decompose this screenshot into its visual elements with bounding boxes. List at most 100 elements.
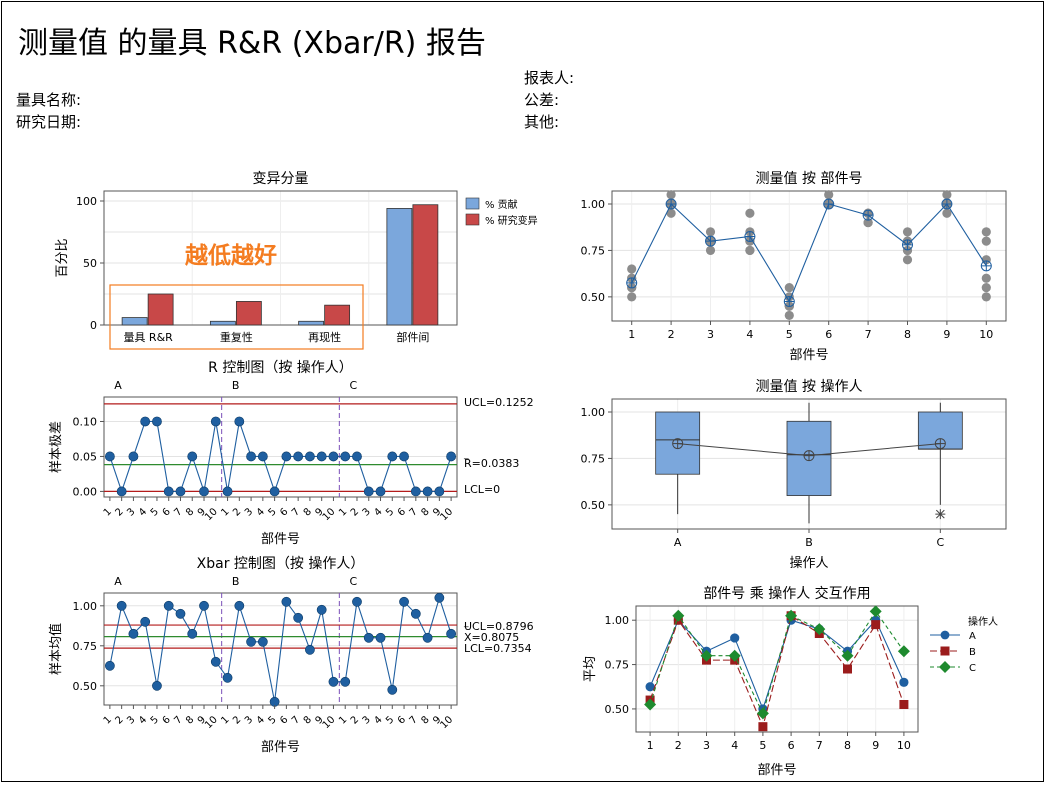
components-y-label: 0 [90, 319, 97, 332]
by-part-dot [981, 273, 991, 283]
interaction-point [899, 699, 909, 709]
xbar-x-tick-label: 10 [321, 714, 338, 731]
r-point [234, 416, 245, 427]
r-x-tick-label: 4 [137, 506, 149, 518]
components-bar [412, 204, 439, 326]
by-part-dot [784, 282, 794, 293]
xbar-x-tick-label: 8 [419, 714, 431, 726]
r-point [152, 416, 162, 427]
r-x-tick-label: 4 [255, 506, 267, 518]
r-x-tick-label: 7 [290, 506, 302, 518]
by-operator-x-tick-label: C [936, 536, 944, 549]
xbar-point [375, 632, 386, 643]
r-y-label: 0.05 [73, 450, 98, 463]
r-group-label: B [232, 379, 240, 392]
by-operator-x-axis-title: 操作人 [789, 555, 828, 571]
interaction-legend-label: C [969, 663, 976, 674]
xbar-point [257, 636, 268, 647]
xbar-x-tick-label: 6 [278, 714, 290, 726]
by-part-dot [824, 190, 834, 200]
xbar-x-tick-label: 5 [149, 714, 161, 726]
r-y-label: 0.00 [73, 485, 98, 498]
r-point [140, 416, 151, 427]
by-operator-y-label: 0.50 [581, 499, 606, 512]
r-x-tick-label: 10 [438, 506, 455, 523]
components-y-label: 100 [76, 195, 97, 208]
r-y-axis-title: 样本极差 [49, 421, 64, 473]
r-x-tick-label: 7 [408, 506, 420, 518]
by-part-dot [981, 227, 991, 237]
interaction-x-tick-label: 2 [675, 739, 682, 752]
components-plot-frame [103, 190, 458, 326]
r-x-tick-label: 6 [396, 506, 408, 518]
r-x-tick-label: 10 [203, 506, 220, 523]
gauge-name-label: 量具名称: [16, 91, 82, 109]
by-part-y-label: 0.75 [581, 244, 606, 257]
components-x-tick-label: 重复性 [220, 330, 253, 344]
interaction-point [644, 698, 657, 711]
interaction-legend-marker [940, 646, 950, 656]
by-part-y-label: 1.00 [581, 198, 606, 211]
xbar-x-tick-label: 4 [255, 714, 267, 726]
r-ucl-label: UCL=0.1252 [464, 396, 534, 409]
xbar-group-label: C [349, 575, 357, 588]
xbar-group-label: B [232, 575, 240, 588]
xbar-x-tick-label: 1 [337, 714, 349, 726]
r-y-label: 0.10 [73, 415, 98, 428]
r-point [199, 486, 209, 497]
by-part-mean-line [631, 203, 987, 303]
r-chart-title: R 控制图（按 操作人） [208, 360, 353, 376]
xbar-x-tick-label: 7 [172, 714, 184, 726]
interaction-point [700, 649, 713, 662]
xbar-chart-title: Xbar 控制图（按 操作人） [197, 556, 365, 572]
r-point [340, 451, 351, 462]
xbar-x-tick-label: 8 [302, 714, 314, 726]
xbar-point [434, 592, 445, 603]
components-bar [235, 301, 262, 326]
xbar-point [152, 680, 162, 691]
r-x-tick-label: 5 [266, 506, 278, 518]
by-operator-y-label: 1.00 [581, 406, 606, 419]
r-x-tick-label: 6 [278, 506, 290, 518]
by-part-plot-frame [611, 190, 1007, 322]
components-bar [121, 317, 148, 326]
by-part-dot [942, 208, 952, 218]
r-x-tick-label: 1 [337, 506, 349, 518]
xbar-point [316, 604, 327, 615]
components-x-tick-label: 量具 R&R [123, 331, 173, 344]
r-point [269, 486, 280, 497]
xbar-x-tick-label: 4 [137, 714, 149, 726]
xbar-x-tick-label: 10 [438, 714, 455, 731]
r-plot-frame [103, 396, 458, 498]
xbar-x-tick-label: 2 [231, 714, 243, 726]
components-chart-title: 变异分量 [253, 171, 309, 187]
r-x-tick-label: 10 [321, 506, 338, 523]
by-part-dot [745, 245, 755, 256]
r-x-tick-label: 3 [361, 506, 373, 518]
xbar-x-tick-label: 3 [125, 714, 137, 726]
study-date-label: 研究日期: [16, 113, 82, 131]
xbar-point [352, 596, 362, 607]
r-point [222, 486, 233, 497]
interaction-y-label: 0.75 [605, 659, 630, 672]
interaction-point [841, 649, 854, 662]
interaction-point [645, 682, 655, 692]
by-part-dot [666, 190, 676, 200]
r-point [281, 451, 292, 462]
by-part-dot [784, 310, 794, 321]
by-part-dot [666, 208, 676, 218]
r-point [116, 486, 127, 497]
xbar-point [422, 632, 433, 643]
by-part-dot [627, 264, 637, 274]
interaction-x-tick-label: 9 [872, 739, 879, 752]
r-point [328, 451, 339, 462]
r-x-tick-label: 8 [419, 506, 431, 518]
xbar-y-label: 0.50 [73, 680, 98, 693]
components-x-tick-label: 再现性 [308, 330, 341, 344]
r-center-bar: _ [463, 450, 469, 460]
r-point [422, 486, 433, 497]
by-part-x-tick-label: 7 [865, 328, 872, 341]
r-x-axis-title: 部件号 [261, 532, 300, 547]
xbar-x-axis-title: 部件号 [261, 740, 300, 755]
by-part-dot [981, 236, 991, 246]
